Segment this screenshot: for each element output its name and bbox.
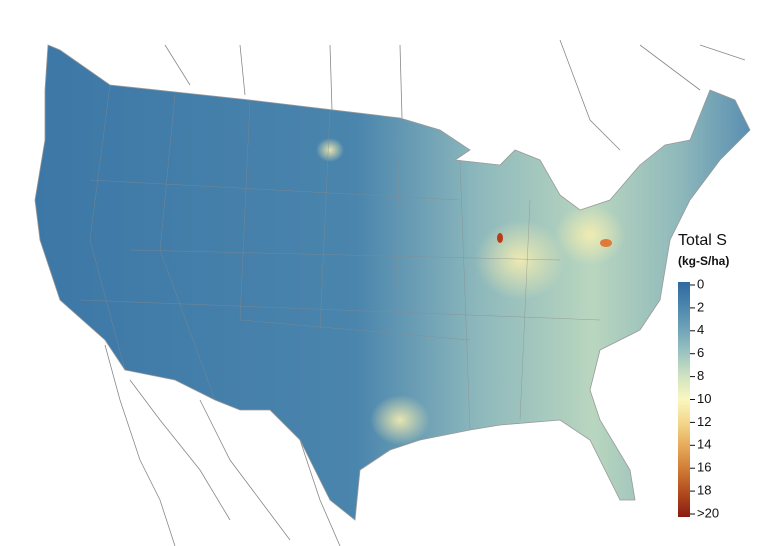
country-borders xyxy=(104,39,746,546)
tick-label: 8 xyxy=(697,368,704,383)
state-borders xyxy=(79,84,601,431)
tick-label: 14 xyxy=(697,437,711,452)
north-dakota xyxy=(316,138,344,162)
tick-label: 16 xyxy=(697,460,711,475)
canada-borders xyxy=(164,39,746,151)
pennsylvania xyxy=(555,205,625,265)
hotspots xyxy=(316,138,625,445)
tick-label: 12 xyxy=(697,414,711,429)
tick-label: 18 xyxy=(697,483,711,498)
conterminous-us xyxy=(34,44,751,521)
tick-label: 10 xyxy=(697,391,711,406)
tick-label: 4 xyxy=(697,322,704,337)
tick-label: 0 xyxy=(697,276,704,291)
gulf-coast xyxy=(370,395,430,445)
mexico-borders xyxy=(104,344,341,546)
colorbar xyxy=(678,282,690,517)
hotspot-chicago xyxy=(497,233,503,243)
tick-label: 6 xyxy=(697,345,704,360)
legend-units: (kg-S/ha) xyxy=(678,254,729,268)
tick-label: >20 xyxy=(697,505,719,520)
tick-label: 2 xyxy=(697,299,704,314)
hotspot-red xyxy=(600,239,612,247)
legend-title: Total S xyxy=(678,232,727,249)
